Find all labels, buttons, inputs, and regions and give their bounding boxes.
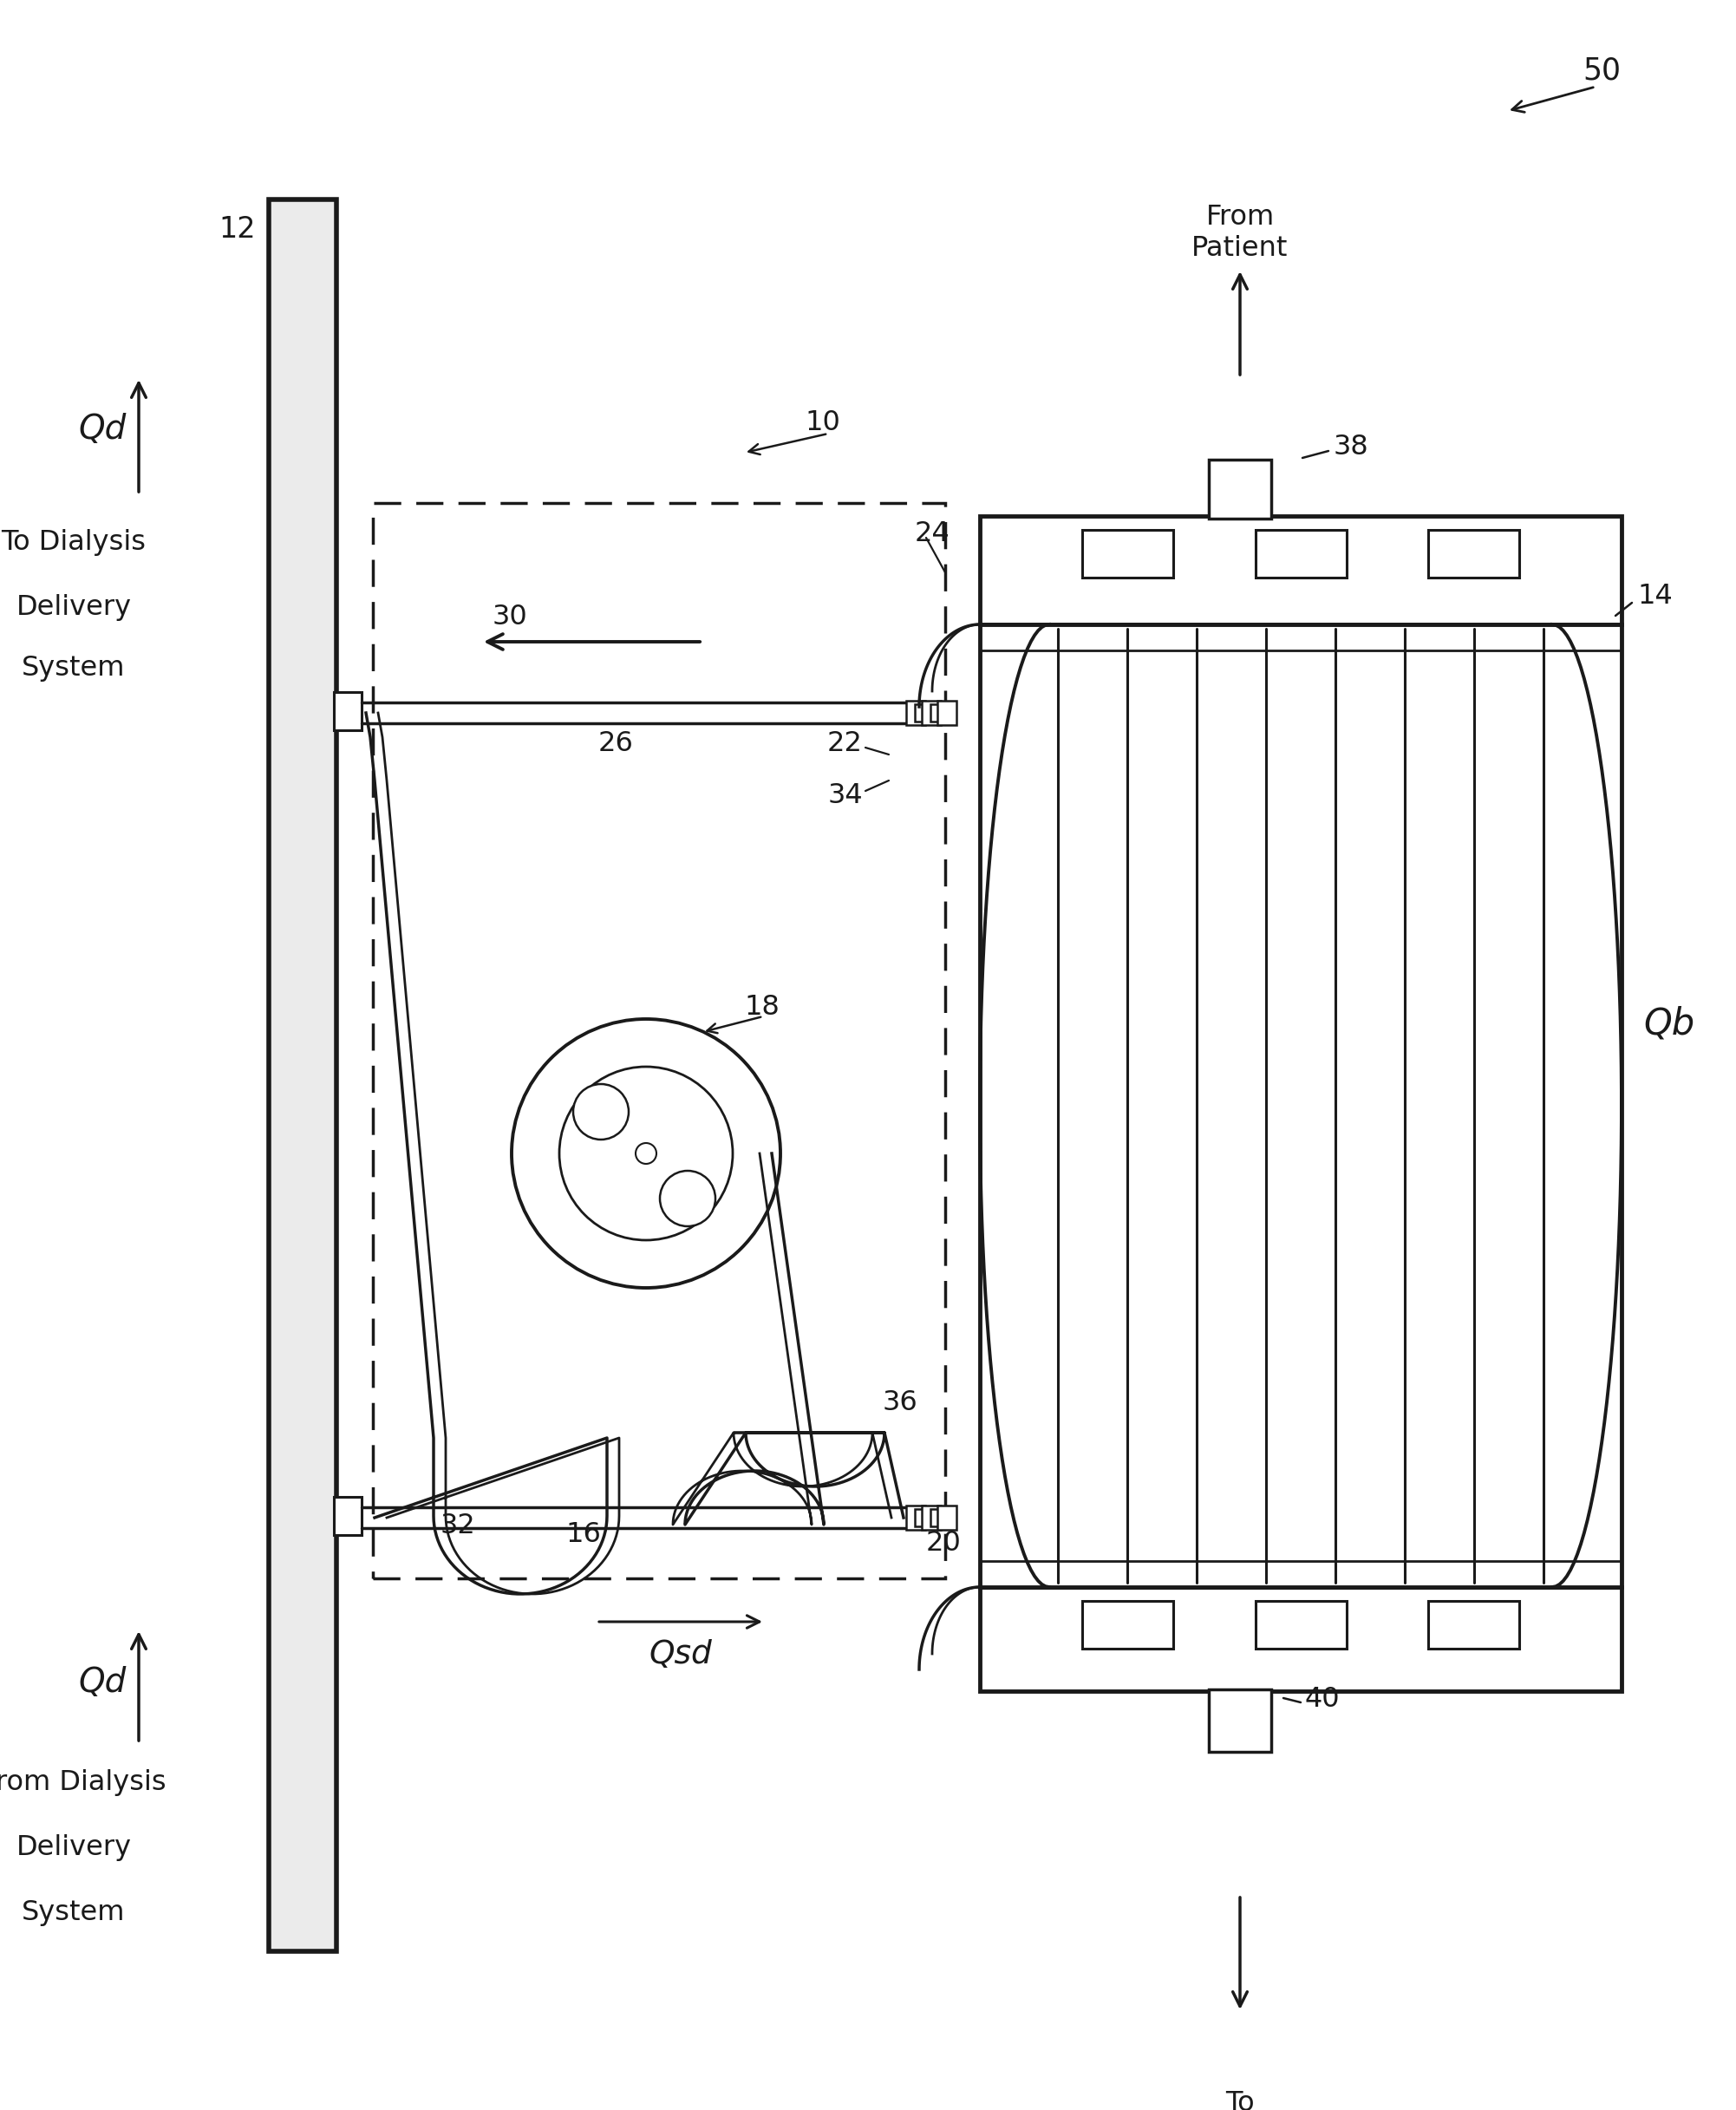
Text: Qd: Qd (78, 1667, 127, 1699)
Bar (922, 701, 941, 726)
Bar (1429, 1601, 1519, 1648)
Bar (922, 1507, 941, 1530)
Bar (937, 1507, 957, 1530)
Bar (979, 625, 1621, 1587)
Text: 24: 24 (915, 519, 950, 546)
Circle shape (573, 1085, 628, 1139)
Bar (979, 1587, 1621, 1690)
Text: 26: 26 (599, 730, 634, 757)
Text: 22: 22 (828, 730, 863, 757)
Text: System: System (23, 654, 125, 682)
Text: 32: 32 (441, 1513, 476, 1540)
Bar (906, 701, 925, 726)
Bar (937, 701, 957, 726)
Bar (906, 1507, 925, 1530)
Circle shape (512, 1019, 781, 1287)
Text: 34: 34 (828, 783, 863, 810)
Text: Qb: Qb (1644, 1004, 1694, 1042)
Text: 36: 36 (882, 1390, 918, 1416)
Text: To Dialysis: To Dialysis (2, 530, 146, 555)
Bar (1255, 530, 1347, 578)
Bar (373, 502, 944, 1578)
Text: Qsd: Qsd (649, 1639, 712, 1671)
Circle shape (559, 1068, 733, 1241)
Bar (1082, 1601, 1174, 1648)
Bar (930, 1509, 946, 1526)
Text: To
Patient: To Patient (1191, 2091, 1288, 2110)
Bar (1082, 530, 1174, 578)
Text: 38: 38 (1333, 433, 1370, 460)
Circle shape (635, 1144, 656, 1165)
Text: 40: 40 (1305, 1686, 1340, 1713)
Text: 16: 16 (566, 1521, 601, 1549)
Bar (930, 705, 946, 722)
Circle shape (660, 1171, 715, 1226)
Bar (979, 517, 1621, 625)
Text: Delivery: Delivery (16, 1834, 132, 1861)
Text: System: System (23, 1899, 125, 1926)
Text: 10: 10 (806, 409, 840, 437)
Bar (915, 705, 930, 722)
Text: From
Patient: From Patient (1191, 205, 1288, 262)
Bar (333, 692, 361, 730)
Bar (333, 1496, 361, 1534)
Bar (1429, 530, 1519, 578)
Text: 14: 14 (1637, 582, 1672, 610)
Text: 20: 20 (925, 1530, 962, 1557)
Bar (1208, 1690, 1271, 1751)
Text: 50: 50 (1583, 57, 1621, 87)
Text: From Dialysis: From Dialysis (0, 1768, 167, 1796)
Text: Delivery: Delivery (16, 595, 132, 620)
Text: 30: 30 (493, 603, 528, 631)
Text: 18: 18 (745, 994, 779, 1021)
Text: 12: 12 (219, 215, 255, 245)
Bar (915, 1509, 930, 1526)
Bar (269, 200, 337, 1952)
Bar (1208, 460, 1271, 519)
Text: Qd: Qd (78, 414, 127, 445)
Bar (1255, 1601, 1347, 1648)
